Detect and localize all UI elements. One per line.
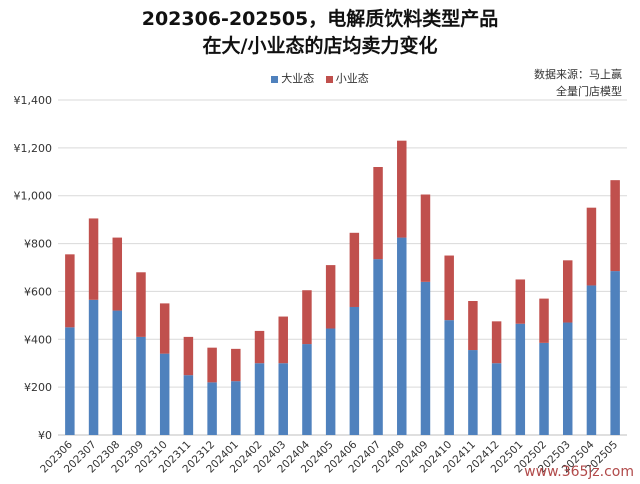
bar-large (136, 336, 146, 435)
bar-small (444, 255, 454, 321)
bar-small (562, 260, 573, 323)
bar-small (183, 336, 194, 376)
bar-small (302, 290, 312, 345)
bar-large (231, 381, 241, 435)
legend-swatch-small (325, 75, 333, 83)
bar-large (468, 350, 478, 435)
y-tick-label: ¥0 (38, 429, 52, 442)
bar-large (65, 327, 75, 435)
bar-small (610, 180, 620, 272)
bar-small (515, 279, 526, 324)
bar-large (207, 382, 217, 435)
y-tick-label: ¥200 (24, 381, 52, 394)
source-note-line-2: 全量门店模型 (556, 85, 622, 98)
legend-swatch-large (271, 75, 279, 83)
bar-large (610, 271, 620, 435)
bar-small (397, 140, 407, 238)
legend: 大业态 小业态 (0, 70, 640, 86)
legend-item-large: 大业态 (271, 70, 314, 86)
source-note: 数据来源：马上赢 全量门店模型 (534, 66, 622, 100)
bar-large (278, 363, 288, 435)
bar-large (254, 363, 265, 435)
bar-small (254, 330, 265, 364)
bar-large (562, 322, 573, 435)
bar-large (373, 259, 383, 435)
bar-small (231, 348, 241, 382)
bar-large (397, 237, 407, 435)
bar-small (420, 194, 431, 282)
bar-large (586, 285, 597, 435)
bar-small (112, 237, 123, 311)
bar-large (112, 310, 123, 435)
y-tick-label: ¥1,000 (14, 190, 53, 203)
source-note-line-1: 数据来源：马上赢 (534, 68, 622, 81)
legend-label-small: 小业态 (335, 72, 369, 85)
bar-small (373, 167, 383, 260)
bar-large (159, 353, 170, 435)
bar-small (325, 265, 336, 329)
y-tick-label: ¥400 (24, 333, 52, 346)
bar-small (159, 303, 170, 354)
bar-small (88, 218, 99, 300)
y-tick-label: ¥600 (24, 285, 52, 298)
y-tick-label: ¥800 (24, 238, 52, 251)
bar-large (349, 306, 360, 435)
bar-large (88, 299, 99, 435)
chart-title: 202306-202505，电解质饮料类型产品 在大/小业态的店均卖力变化 (0, 6, 640, 60)
bar-small (349, 232, 360, 307)
bar-small (136, 272, 146, 337)
bar-small (278, 316, 288, 364)
y-tick-label: ¥1,200 (14, 142, 53, 155)
bar-small (586, 207, 597, 286)
chart-title-line-1: 202306-202505，电解质饮料类型产品 (141, 8, 499, 30)
bar-large (444, 320, 454, 435)
watermark: www.365jz.com (524, 464, 634, 480)
bar-small (491, 321, 502, 364)
y-tick-label: ¥1,400 (14, 94, 53, 107)
bar-small (207, 347, 217, 383)
bar-small (539, 298, 549, 343)
bar-large (515, 323, 526, 435)
bar-large (539, 342, 549, 435)
bar-large (325, 328, 336, 435)
chart-title-line-2: 在大/小业态的店均卖力变化 (202, 35, 438, 57)
legend-item-small: 小业态 (325, 70, 369, 86)
bar-large (302, 344, 312, 435)
bar-small (65, 254, 75, 328)
bar-small (468, 301, 478, 351)
legend-label-large: 大业态 (281, 72, 315, 85)
bar-large (420, 281, 431, 435)
bar-large (491, 363, 502, 435)
bar-large (183, 375, 194, 435)
